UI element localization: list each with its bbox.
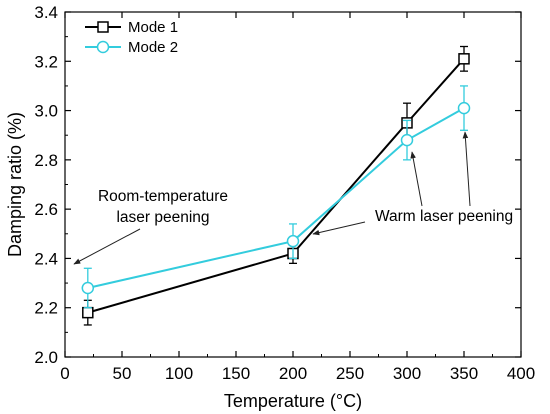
series-1 xyxy=(82,45,470,326)
series-line xyxy=(87,58,465,314)
y-tick-label: 2.8 xyxy=(34,151,58,170)
series-2 xyxy=(81,85,471,309)
legend-marker xyxy=(97,21,109,33)
legend-label: Mode 1 xyxy=(128,19,178,36)
annotation-room-temp: Room-temperature laser peening xyxy=(98,188,228,226)
x-tick-label: 50 xyxy=(113,364,132,383)
annotation-arrow xyxy=(312,221,366,236)
x-tick-label: 400 xyxy=(507,364,535,383)
y-tick-label: 3.2 xyxy=(34,52,58,71)
annotation-arrow xyxy=(462,131,471,207)
plot-frame xyxy=(64,11,522,358)
data-point xyxy=(458,53,470,65)
y-axis-title: Damping ratio (%) xyxy=(5,112,25,257)
annotations: Room-temperature laser peening Warm laser … xyxy=(73,131,513,265)
x-tick-label: 350 xyxy=(450,364,478,383)
legend-marker xyxy=(96,40,110,54)
y-tick-label: 3.0 xyxy=(34,102,58,121)
y-tick-label: 3.4 xyxy=(34,3,58,22)
annotation-arrow xyxy=(73,228,141,265)
x-tick-label: 100 xyxy=(165,364,193,383)
annotation-line: Room-temperature xyxy=(98,188,228,205)
data-series xyxy=(81,45,471,326)
x-tick-label: 150 xyxy=(222,364,250,383)
data-point xyxy=(82,306,94,319)
x-axis-title: Temperature (°C) xyxy=(224,391,362,411)
x-tick-label: 300 xyxy=(393,364,421,383)
y-tick-label: 2.0 xyxy=(34,348,58,367)
y-tick-label: 2.4 xyxy=(34,249,58,268)
data-point xyxy=(286,234,300,248)
legend-label: Mode 2 xyxy=(128,39,178,56)
legend: Mode 1 Mode 2 xyxy=(85,19,178,56)
series-line xyxy=(87,107,465,289)
data-point xyxy=(457,101,471,115)
x-tick-label: 250 xyxy=(336,364,364,383)
axes: 0 50 100 150 200 250 300 350 400 2.0 2.2 2.4 2.6 2.8 3… xyxy=(5,3,535,411)
annotation-warm: Warm laser peening xyxy=(375,208,513,225)
data-point xyxy=(400,133,414,147)
data-point xyxy=(81,281,95,295)
annotation-arrow xyxy=(410,151,423,207)
y-tick-label: 2.2 xyxy=(34,299,58,318)
x-tick-label: 200 xyxy=(279,364,307,383)
y-tick-label: 2.6 xyxy=(34,200,58,219)
x-tick-label: 0 xyxy=(60,364,69,383)
annotation-line: laser peening xyxy=(116,209,209,226)
